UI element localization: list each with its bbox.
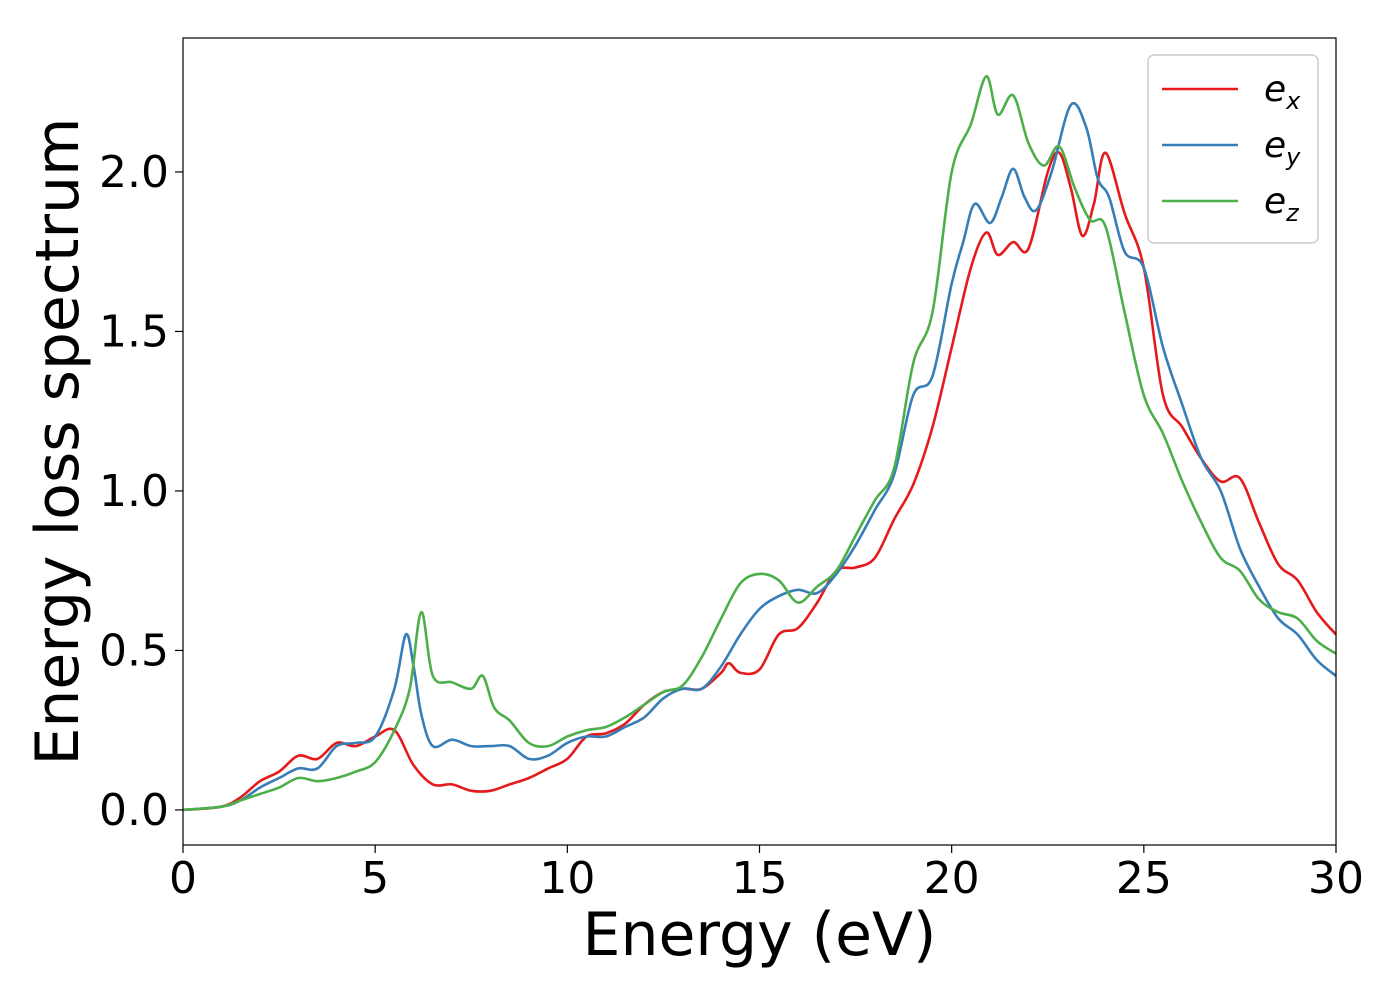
legend-label-subscript: z bbox=[1285, 199, 1300, 227]
x-tick-label: 15 bbox=[732, 853, 788, 904]
legend-label: ey bbox=[1264, 125, 1301, 171]
x-tick-label: 30 bbox=[1308, 853, 1364, 904]
x-tick-label: 10 bbox=[539, 853, 595, 904]
legend-label: ex bbox=[1264, 69, 1301, 115]
y-tick-label: 1.5 bbox=[99, 306, 169, 357]
y-tick-label: 1.0 bbox=[99, 466, 169, 517]
x-tick-label: 0 bbox=[169, 853, 197, 904]
x-tick-label: 20 bbox=[924, 853, 980, 904]
legend-label-subscript: y bbox=[1285, 143, 1301, 171]
legend-label-base: e bbox=[1264, 181, 1286, 222]
legend-box bbox=[1147, 54, 1319, 244]
x-tick-label: 5 bbox=[361, 853, 389, 904]
y-tick-label: 2.0 bbox=[99, 147, 169, 198]
x-tick-label: 25 bbox=[1116, 853, 1172, 904]
y-axis: 0.0 0.5 1.0 1.5 2.0 bbox=[99, 147, 183, 836]
y-tick-label: 0.0 bbox=[99, 785, 169, 836]
series-line-ex bbox=[182, 150, 1337, 812]
y-tick-label: 0.5 bbox=[99, 625, 169, 676]
legend-label-base: e bbox=[1264, 125, 1286, 166]
series-line-ez bbox=[182, 74, 1337, 812]
legend-label-base: e bbox=[1264, 69, 1286, 110]
x-axis-label: Energy (eV) bbox=[583, 900, 937, 970]
x-axis: 0 5 10 15 20 25 30 bbox=[169, 845, 1364, 904]
legend-label-subscript: x bbox=[1285, 87, 1301, 115]
y-axis-label: Energy loss spectrum bbox=[23, 117, 93, 765]
series-line-ey bbox=[182, 102, 1337, 812]
legend-label: ez bbox=[1264, 181, 1300, 227]
plot-lines bbox=[182, 74, 1337, 812]
